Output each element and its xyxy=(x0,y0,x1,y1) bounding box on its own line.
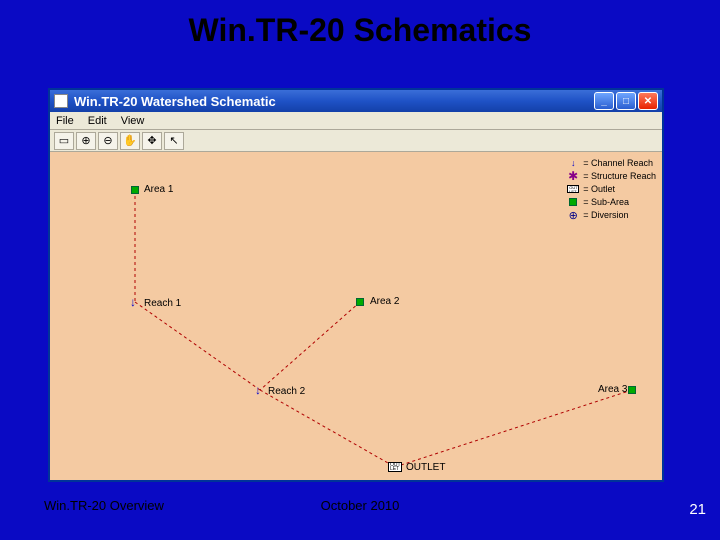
node-reach1-label: Reach 1 xyxy=(144,298,181,309)
menu-view[interactable]: View xyxy=(121,115,145,127)
subarea-icon xyxy=(567,197,579,207)
titlebar: Win.TR-20 Watershed Schematic _ □ ✕ xyxy=(50,90,662,112)
node-reach2-label: Reach 2 xyxy=(268,386,305,397)
footer-center: October 2010 xyxy=(0,498,720,513)
node-area1-label: Area 1 xyxy=(144,184,173,195)
legend-row-diversion: ⊕ = Diversion xyxy=(567,210,656,220)
close-button[interactable]: ✕ xyxy=(638,92,658,110)
slide-number: 21 xyxy=(689,501,706,518)
node-area2-icon[interactable] xyxy=(356,298,364,306)
menu-edit[interactable]: Edit xyxy=(88,115,107,127)
legend-row-channel: ↓ = Channel Reach xyxy=(567,158,656,168)
legend-channel-label: = Channel Reach xyxy=(583,158,653,168)
menu-file[interactable]: File xyxy=(56,115,74,127)
toolbar: ▭ ⊕ ⊖ ✋ ✥ ↖ xyxy=(50,130,662,152)
app-icon xyxy=(54,94,68,108)
legend-outlet-label: = Outlet xyxy=(583,184,615,194)
menubar: File Edit View xyxy=(50,112,662,130)
legend-row-structure: ✱ = Structure Reach xyxy=(567,171,656,181)
channel-reach-icon: ↓ xyxy=(567,158,579,168)
node-area2-label: Area 2 xyxy=(370,296,399,307)
legend-subarea-label: = Sub-Area xyxy=(583,197,629,207)
minimize-button[interactable]: _ xyxy=(594,92,614,110)
tool-move-icon[interactable]: ✥ xyxy=(142,132,162,150)
structure-reach-icon: ✱ xyxy=(567,171,579,181)
window-buttons: _ □ ✕ xyxy=(594,92,658,110)
tool-zoom-window-icon[interactable]: ▭ xyxy=(54,132,74,150)
app-window: Win.TR-20 Watershed Schematic _ □ ✕ File… xyxy=(48,88,664,482)
legend-row-subarea: = Sub-Area xyxy=(567,197,656,207)
window-title: Win.TR-20 Watershed Schematic xyxy=(74,94,594,109)
tool-pan-icon[interactable]: ✋ xyxy=(120,132,140,150)
tool-pointer-icon[interactable]: ↖ xyxy=(164,132,184,150)
node-reach1-icon[interactable]: ↓ xyxy=(130,296,136,308)
outlet-icon: OUTLET xyxy=(567,184,579,194)
legend: ↓ = Channel Reach ✱ = Structure Reach OU… xyxy=(567,158,656,223)
node-outlet-icon[interactable]: OUTLET xyxy=(388,462,402,472)
schematic-canvas[interactable]: ↓ = Channel Reach ✱ = Structure Reach OU… xyxy=(50,152,662,480)
slide-title: Win.TR-20 Schematics xyxy=(0,0,720,57)
node-area3-label: Area 3 xyxy=(598,384,630,395)
node-outlet-label: OUTLET xyxy=(406,462,445,473)
diversion-icon: ⊕ xyxy=(567,210,579,220)
tool-zoom-in-icon[interactable]: ⊕ xyxy=(76,132,96,150)
legend-row-outlet: OUTLET = Outlet xyxy=(567,184,656,194)
legend-diversion-label: = Diversion xyxy=(583,210,628,220)
legend-structure-label: = Structure Reach xyxy=(583,171,656,181)
maximize-button[interactable]: □ xyxy=(616,92,636,110)
node-area1-icon[interactable] xyxy=(131,186,139,194)
tool-zoom-out-icon[interactable]: ⊖ xyxy=(98,132,118,150)
node-reach2-icon[interactable]: ↓ xyxy=(255,384,261,396)
